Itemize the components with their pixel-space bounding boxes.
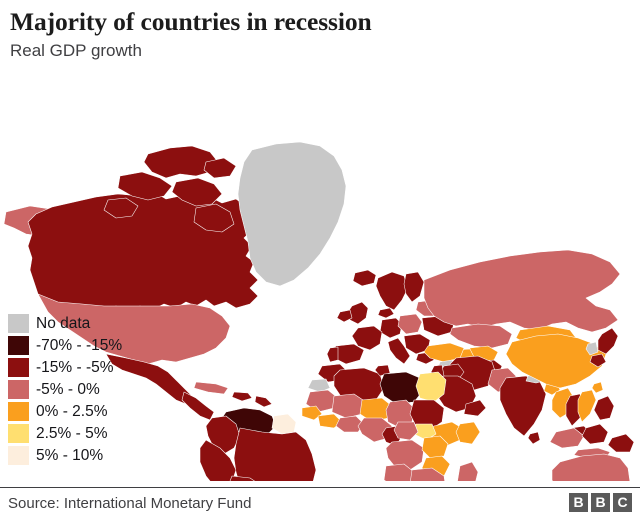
country-papua-new-guinea [608, 434, 634, 452]
legend-label-band-2: -15% - -5% [36, 358, 114, 376]
legend-item-band-3: -5% - 0% [8, 378, 140, 400]
country-italy [388, 338, 410, 364]
country-indonesia-borneo [582, 424, 608, 444]
country-hispaniola [232, 392, 252, 401]
bbc-logo: B B C [569, 493, 632, 512]
legend-swatch-band-5 [8, 423, 29, 443]
bbc-logo-letter-2: B [591, 493, 610, 512]
legend-item-band-4: 0% - 2.5% [8, 400, 140, 422]
countries-layer [4, 142, 639, 481]
legend-label-band-1: -70% - -15% [36, 336, 123, 354]
legend-label-band-3: -5% - 0% [36, 380, 100, 398]
country-canada-arctic-3 [172, 178, 222, 206]
country-peru [200, 440, 236, 481]
chart-subtitle: Real GDP growth [10, 41, 142, 60]
chart-footer: Source: International Monetary Fund B B … [0, 489, 640, 514]
country-zambia-mozambique [410, 468, 446, 481]
country-cuba [194, 382, 228, 394]
country-russia [424, 250, 620, 332]
country-portugal [327, 347, 338, 362]
legend-item-band-2: -15% - -5% [8, 356, 140, 378]
page-title: Majority of countries in recession [10, 7, 372, 36]
country-kazakhstan [450, 324, 512, 348]
country-canada-arctic-5 [104, 198, 138, 218]
world-map-svg [0, 66, 640, 481]
bbc-logo-letter-1: B [569, 493, 588, 512]
country-denmark [378, 308, 394, 318]
country-uganda-kenya [422, 436, 448, 458]
legend-swatch-band-2 [8, 357, 29, 377]
legend-label-no-data: No data [36, 314, 91, 332]
legend-item-band-5: 2.5% - 5% [8, 422, 140, 444]
country-canada [28, 193, 264, 310]
legend-swatch-band-6 [8, 445, 29, 465]
country-madagascar [457, 462, 478, 481]
country-egypt [416, 372, 446, 402]
country-australia [552, 454, 630, 481]
world-map [0, 66, 640, 481]
country-poland [398, 314, 422, 334]
country-yemen-oman [464, 400, 486, 416]
legend-swatch-band-4 [8, 401, 29, 421]
legend-item-band-6: 5% - 10% [8, 444, 140, 466]
country-korea [586, 342, 598, 355]
country-bolivia [228, 476, 262, 481]
country-somalia [456, 422, 480, 444]
country-canada-arctic-2 [118, 172, 172, 200]
legend: No data -70% - -15% -15% - -5% -5% - 0% … [8, 312, 140, 466]
country-caribbean-antilles [255, 396, 272, 407]
country-central-america [182, 392, 214, 420]
country-vietnam [578, 390, 596, 422]
country-guyana [272, 414, 296, 434]
country-canada-arctic-6 [204, 158, 236, 178]
legend-swatch-band-1 [8, 335, 29, 355]
country-taiwan [592, 382, 603, 393]
legend-item-band-1: -70% - -15% [8, 334, 140, 356]
country-china [506, 334, 606, 388]
legend-label-band-4: 0% - 2.5% [36, 402, 108, 420]
legend-swatch-band-3 [8, 379, 29, 399]
country-sri-lanka [528, 432, 540, 444]
legend-item-no-data: No data [8, 312, 140, 334]
country-brazil [234, 428, 316, 481]
country-greenland [238, 142, 346, 286]
legend-label-band-5: 2.5% - 5% [36, 424, 108, 442]
source-note: Source: International Monetary Fund [8, 495, 252, 512]
country-japan [598, 328, 618, 354]
country-colombia [206, 416, 240, 454]
country-japan-south [590, 354, 606, 367]
country-finland [404, 272, 424, 302]
bbc-logo-letter-3: C [613, 493, 632, 512]
country-france [352, 326, 382, 350]
chart-header: Majority of countries in recession Real … [0, 0, 640, 62]
country-ireland [337, 310, 352, 322]
country-canada-arctic-1 [144, 146, 218, 178]
country-canada-arctic-4 [194, 204, 234, 232]
country-ghana-cotedivoire [336, 416, 364, 432]
footer-divider [0, 487, 640, 488]
country-philippines [594, 396, 614, 420]
legend-swatch-no-data [8, 313, 29, 333]
country-western-sahara-nodata [308, 379, 330, 392]
country-angola [384, 464, 414, 481]
country-united-states [38, 294, 230, 364]
country-iceland [353, 270, 376, 286]
country-norway-sweden [376, 272, 408, 310]
country-indonesia-sumatra [550, 428, 584, 448]
legend-label-band-6: 5% - 10% [36, 446, 104, 464]
